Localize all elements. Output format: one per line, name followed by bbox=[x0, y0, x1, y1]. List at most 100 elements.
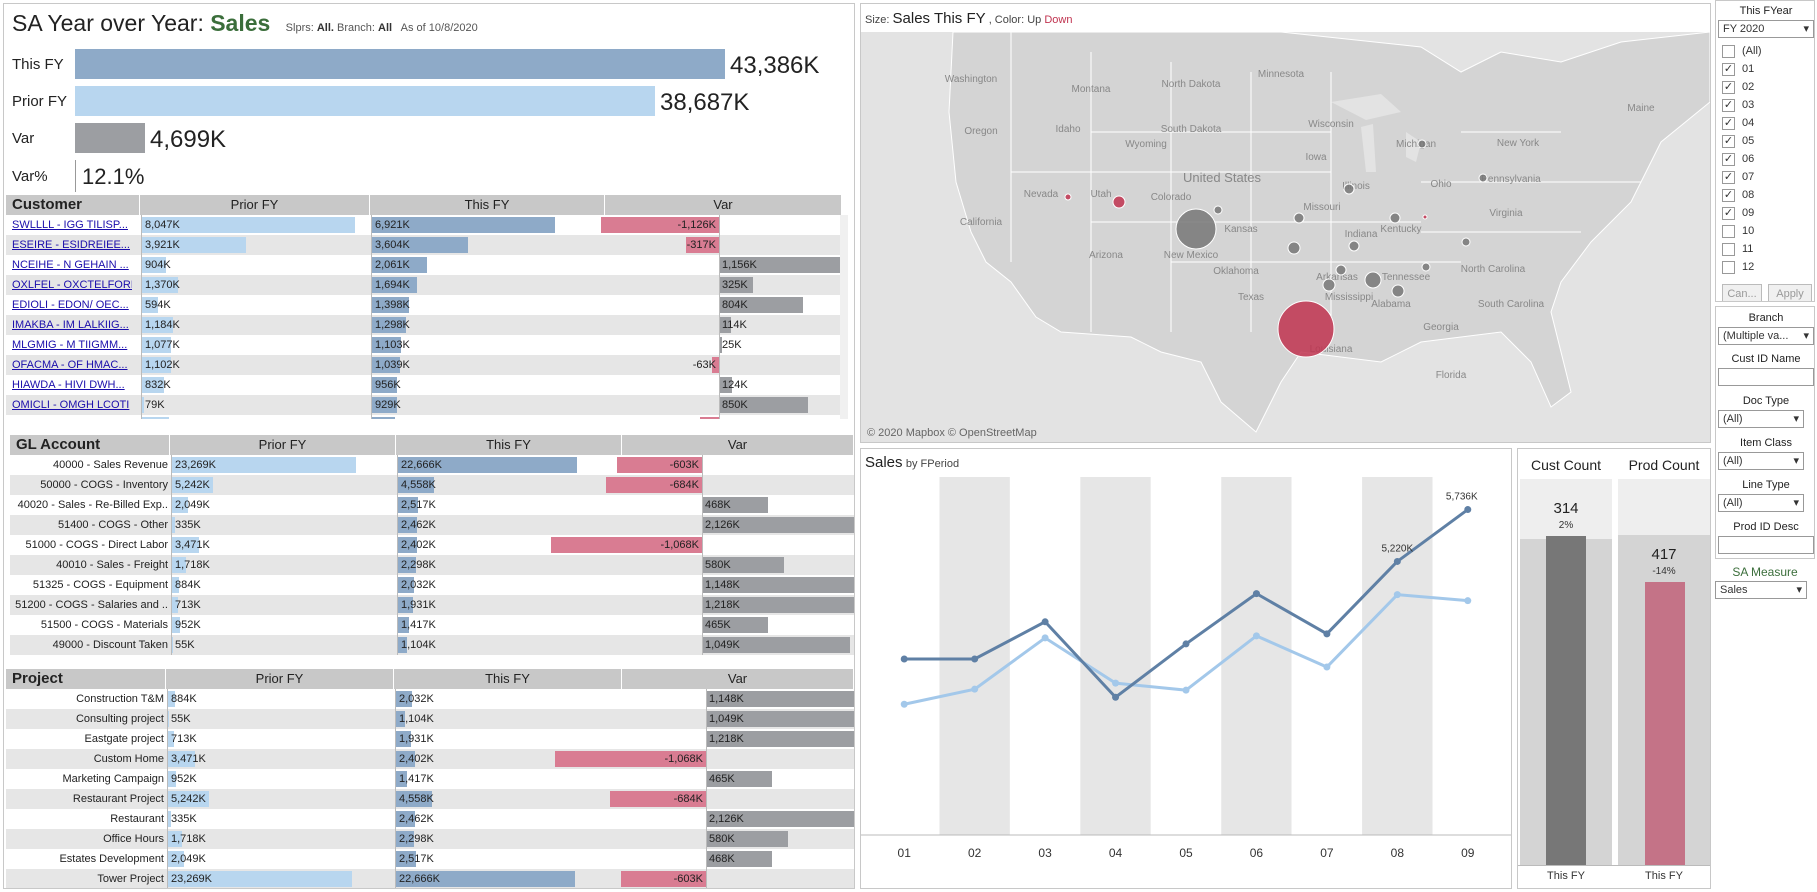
project-row[interactable]: Eastgate project 713K 1,931K 1,218K bbox=[6, 729, 854, 749]
gl-row[interactable]: 49000 - Discount Taken 55K 1,104K 1,049K bbox=[10, 635, 854, 655]
map-bubble[interactable] bbox=[1277, 300, 1335, 358]
gl-row[interactable]: 51200 - COGS - Salaries and .. 713K 1,931K… bbox=[10, 595, 854, 615]
map-bubble[interactable] bbox=[1364, 271, 1382, 289]
map-bubble[interactable] bbox=[1348, 240, 1360, 252]
period-checkbox[interactable]: ✓ bbox=[1722, 207, 1735, 220]
map-bubble[interactable] bbox=[1343, 183, 1355, 195]
customer-name[interactable]: ESEIRE - ESIDREIEE... bbox=[12, 239, 130, 251]
data-point[interactable] bbox=[1393, 591, 1401, 599]
customer-name[interactable]: ASCH - ASD ACACA C... bbox=[12, 415, 132, 419]
customer-row[interactable]: ASCH - ASD ACACA C... 1,020K 859K -180K bbox=[6, 415, 842, 419]
data-point[interactable] bbox=[1112, 679, 1120, 687]
cancel-button[interactable]: Can... bbox=[1722, 284, 1762, 301]
gl-row[interactable]: 51325 - COGS - Equipment 884K 2,032K 1,148K bbox=[10, 575, 854, 595]
customer-row[interactable]: IMAKBA - IM LALKIIG... 1,184K 1,298K 114K bbox=[6, 315, 842, 335]
data-point[interactable] bbox=[1112, 693, 1120, 701]
customer-table-body[interactable]: SWLLLL - IGG TILISP... 8,047K 6,921K -1,126… bbox=[6, 215, 842, 419]
map-bubble[interactable] bbox=[1389, 212, 1401, 224]
gl-row[interactable]: 50000 - COGS - Inventory 5,242K 4,558K -684… bbox=[10, 475, 854, 495]
map-bubble[interactable] bbox=[1461, 237, 1471, 247]
data-point[interactable] bbox=[1464, 597, 1472, 605]
map-bubble[interactable] bbox=[1335, 264, 1347, 276]
customer-row[interactable]: NCEIHE - N GEHAIN ... 904K 2,061K 1,156K bbox=[6, 255, 842, 275]
customer-name[interactable]: OXLFEL - OXCTELFORI bbox=[12, 279, 132, 291]
map-bubble[interactable] bbox=[1391, 284, 1405, 298]
map-bubble[interactable] bbox=[1478, 173, 1488, 183]
map-bubble[interactable] bbox=[1417, 139, 1427, 149]
this-fyear-select[interactable]: FY 2020 ▾ bbox=[1718, 20, 1814, 38]
project-row[interactable]: Estates Development 2,049K 2,517K 468K bbox=[6, 849, 854, 869]
project-row[interactable]: Custom Home 3,471K 2,402K -1,068K bbox=[6, 749, 854, 769]
customer-row[interactable]: OMICLI - OMGH LCOTI 79K 929K 850K bbox=[6, 395, 842, 415]
customer-name[interactable]: SWLLLL - IGG TILISP... bbox=[12, 219, 128, 231]
line-type-select[interactable]: (All) ▾ bbox=[1718, 494, 1804, 512]
period-checkbox[interactable]: ✓ bbox=[1722, 63, 1735, 76]
doc-type-select[interactable]: (All) ▾ bbox=[1718, 410, 1804, 428]
period-checkbox[interactable]: ✓ bbox=[1722, 81, 1735, 94]
data-point[interactable] bbox=[1323, 663, 1331, 671]
gl-row[interactable]: 51400 - COGS - Other 335K 2,462K 2,126K bbox=[10, 515, 854, 535]
period-checkbox[interactable] bbox=[1722, 45, 1735, 58]
customer-row[interactable]: HIAWDA - HIVI DWH... 832K 956K 124K bbox=[6, 375, 842, 395]
data-point[interactable] bbox=[1182, 640, 1190, 648]
project-row[interactable]: Restaurant Project 5,242K 4,558K -684K bbox=[6, 789, 854, 809]
data-point[interactable] bbox=[1182, 686, 1190, 694]
data-point[interactable] bbox=[1252, 590, 1260, 598]
customer-row[interactable]: OXLFEL - OXCTELFORI 1,370K 1,694K 325K bbox=[6, 275, 842, 295]
cust-count-bar[interactable] bbox=[1546, 536, 1586, 865]
item-class-select[interactable]: (All) ▾ bbox=[1718, 452, 1804, 470]
data-point[interactable] bbox=[1041, 634, 1049, 642]
customer-row[interactable]: SWLLLL - IGG TILISP... 8,047K 6,921K -1,126… bbox=[6, 215, 842, 235]
gl-row[interactable]: 40020 - Sales - Re-Billed Exp.. 2,049K 2,5… bbox=[10, 495, 854, 515]
customer-row[interactable]: EDIOLI - EDON/ OEC... 594K 1,398K 804K bbox=[6, 295, 842, 315]
data-point[interactable] bbox=[900, 700, 908, 708]
map-bubble[interactable] bbox=[1175, 208, 1217, 250]
customer-name[interactable]: HIAWDA - HIVI DWH... bbox=[12, 379, 125, 391]
data-point[interactable] bbox=[1393, 557, 1401, 565]
period-checkbox[interactable]: ✓ bbox=[1722, 117, 1735, 130]
sales-line-chart[interactable]: 01 02 03 04 05 06 07 08 09 5,220K 5,736K bbox=[861, 477, 1511, 888]
map-bubble[interactable] bbox=[1293, 212, 1305, 224]
prod-count-bar[interactable] bbox=[1645, 582, 1685, 865]
branch-select[interactable]: (Multiple va... ▾ bbox=[1718, 327, 1814, 345]
customer-name[interactable]: OFACMA - OF HMAC... bbox=[12, 359, 128, 371]
kpi-prior-fy-bar[interactable] bbox=[75, 86, 655, 116]
apply-button[interactable]: Apply bbox=[1768, 284, 1812, 301]
data-point[interactable] bbox=[900, 655, 908, 663]
data-point[interactable] bbox=[1252, 632, 1260, 640]
period-checkbox[interactable]: ✓ bbox=[1722, 189, 1735, 202]
customer-name[interactable]: NCEIHE - N GEHAIN ... bbox=[12, 259, 129, 271]
project-row[interactable]: Tower Project 23,269K 22,666K -603K bbox=[6, 869, 854, 888]
data-point[interactable] bbox=[1464, 506, 1472, 514]
customer-row[interactable]: MLGMIG - M TIIGMM... 1,077K 1,103K 25K bbox=[6, 335, 842, 355]
gl-table-body[interactable]: 40000 - Sales Revenue 23,269K 22,666K -603K… bbox=[10, 455, 854, 655]
kpi-this-fy-bar[interactable] bbox=[75, 49, 725, 79]
map-bubble[interactable] bbox=[1064, 193, 1072, 201]
customer-name[interactable]: OMICLI - OMGH LCOTI bbox=[12, 399, 130, 411]
project-row[interactable]: Construction T&M 884K 2,032K 1,148K bbox=[6, 689, 854, 709]
customer-row[interactable]: ESEIRE - ESIDREIEE... 3,921K 3,604K -317K bbox=[6, 235, 842, 255]
project-table-body[interactable]: Construction T&M 884K 2,032K 1,148K Consulti… bbox=[6, 689, 854, 888]
map-bubble[interactable] bbox=[1421, 262, 1431, 272]
map-bubble[interactable] bbox=[1213, 205, 1223, 215]
customer-name[interactable]: IMAKBA - IM LALKIIG... bbox=[12, 319, 129, 331]
period-checkbox[interactable]: ✓ bbox=[1722, 171, 1735, 184]
map-bubble[interactable] bbox=[1112, 195, 1126, 209]
period-checkbox[interactable]: ✓ bbox=[1722, 99, 1735, 112]
kpi-var-bar[interactable] bbox=[75, 123, 145, 153]
gl-row[interactable]: 51500 - COGS - Materials 952K 1,417K 465K bbox=[10, 615, 854, 635]
period-checkbox[interactable] bbox=[1722, 225, 1735, 238]
gl-row[interactable]: 40000 - Sales Revenue 23,269K 22,666K -603K bbox=[10, 455, 854, 475]
period-checkbox[interactable]: ✓ bbox=[1722, 153, 1735, 166]
sa-measure-select[interactable]: Sales ▾ bbox=[1715, 581, 1807, 599]
map-bubble[interactable] bbox=[1287, 241, 1301, 255]
data-point[interactable] bbox=[971, 655, 979, 663]
project-row[interactable]: Marketing Campaign 952K 1,417K 465K bbox=[6, 769, 854, 789]
customer-name[interactable]: EDIOLI - EDON/ OEC... bbox=[12, 299, 129, 311]
data-point[interactable] bbox=[1041, 618, 1049, 626]
project-row[interactable]: Consulting project 55K 1,104K 1,049K bbox=[6, 709, 854, 729]
prod-id-input[interactable] bbox=[1718, 536, 1814, 554]
customer-scrollbar[interactable] bbox=[840, 215, 848, 419]
project-row[interactable]: Office Hours 1,718K 2,298K 580K bbox=[6, 829, 854, 849]
period-checkbox[interactable]: ✓ bbox=[1722, 135, 1735, 148]
